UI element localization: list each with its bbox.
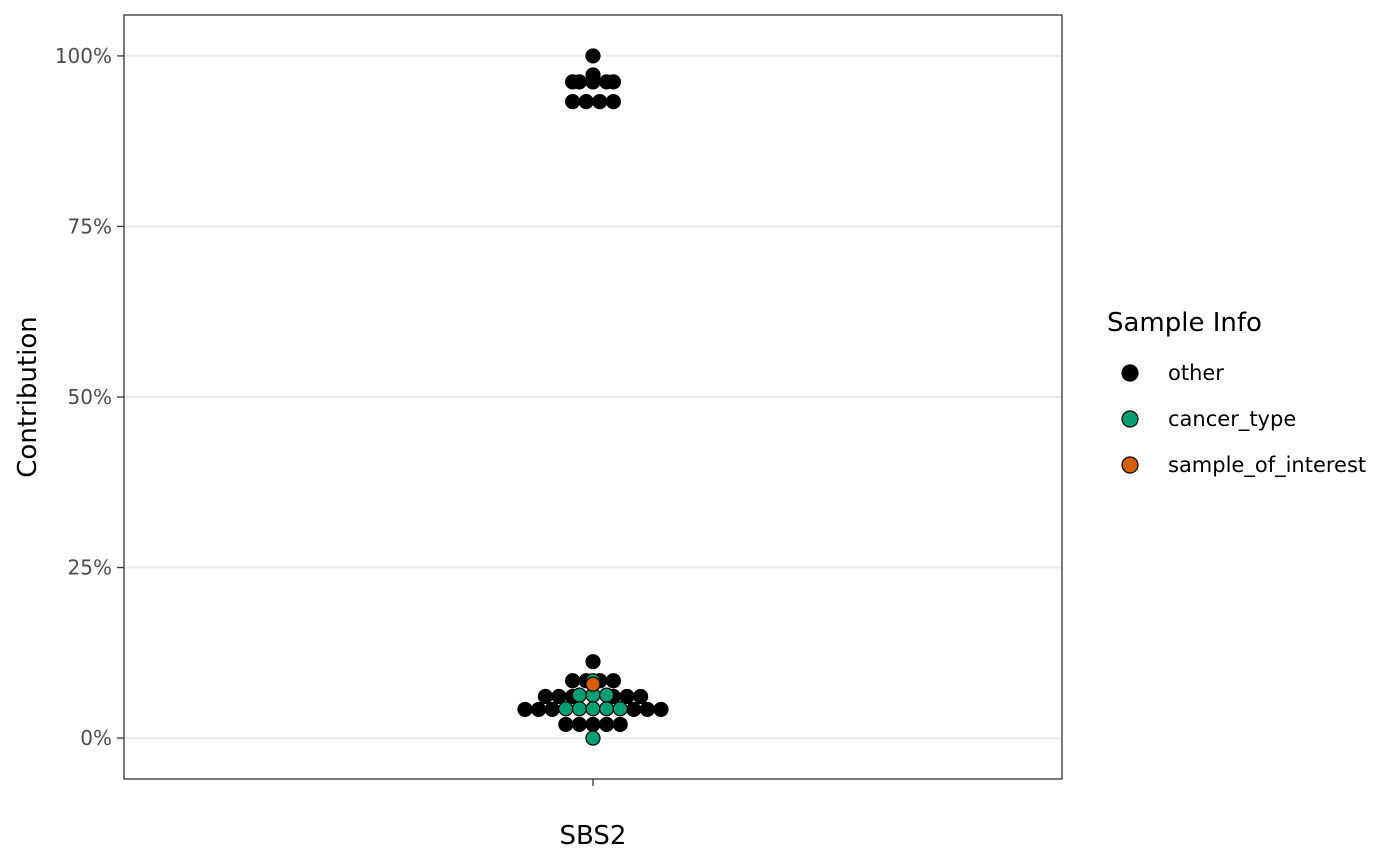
series-sample-of-interest <box>585 676 601 692</box>
data-point <box>612 716 628 733</box>
data-point <box>632 688 649 705</box>
legend-title: Sample Info <box>1107 308 1262 338</box>
data-point <box>585 676 601 692</box>
data-point <box>619 688 635 705</box>
data-point <box>653 701 669 718</box>
data-point <box>578 94 594 110</box>
data-point <box>605 74 622 90</box>
legend-item-cancer-type: cancer_type <box>1121 407 1296 432</box>
data-point <box>639 701 656 718</box>
legend: Sample Info other cancer_type sample_of_in… <box>1107 308 1366 478</box>
data-point <box>558 701 574 717</box>
data-point <box>530 701 547 718</box>
legend-label: other <box>1168 361 1224 385</box>
data-point <box>605 94 622 110</box>
data-point <box>571 687 588 703</box>
data-point <box>626 701 642 718</box>
data-point <box>558 716 574 733</box>
y-tick-label: 100% <box>55 44 112 68</box>
legend-label: sample_of_interest <box>1168 453 1366 478</box>
y-tick-label: 50% <box>68 385 112 409</box>
legend-key <box>1121 364 1139 382</box>
data-point <box>571 701 588 717</box>
y-tick-label: 25% <box>68 556 112 580</box>
data-point <box>517 701 533 718</box>
x-tick-label: SBS2 <box>560 821 627 851</box>
data-point <box>544 701 560 718</box>
data-point <box>598 687 615 703</box>
data-point <box>585 701 601 717</box>
y-axis-title: Contribution <box>13 316 43 477</box>
data-points <box>517 48 669 746</box>
legend-item-sample-of-interest: sample_of_interest <box>1121 453 1366 478</box>
data-point <box>585 48 601 64</box>
data-point <box>585 730 601 746</box>
legend-key <box>1121 456 1139 474</box>
data-point <box>598 716 615 733</box>
data-point <box>585 74 601 90</box>
legend-label: cancer_type <box>1168 407 1296 432</box>
gridlines <box>124 54 1062 740</box>
data-point <box>564 74 581 90</box>
data-point <box>592 94 608 110</box>
y-axis: 0% 25% 50% 75% 100% <box>55 44 124 750</box>
data-point <box>571 716 588 733</box>
data-point <box>551 688 567 705</box>
data-point <box>585 654 601 670</box>
legend-item-other: other <box>1121 361 1224 385</box>
x-axis: SBS2 <box>560 779 627 851</box>
y-tick-label: 75% <box>68 214 112 238</box>
data-point <box>564 673 581 689</box>
y-tick-label: 0% <box>80 726 112 750</box>
legend-key <box>1121 410 1139 428</box>
data-point <box>537 688 554 705</box>
data-point <box>605 673 622 689</box>
data-point <box>598 701 615 717</box>
data-point <box>585 716 601 733</box>
data-point <box>564 94 581 110</box>
data-point <box>612 701 628 717</box>
